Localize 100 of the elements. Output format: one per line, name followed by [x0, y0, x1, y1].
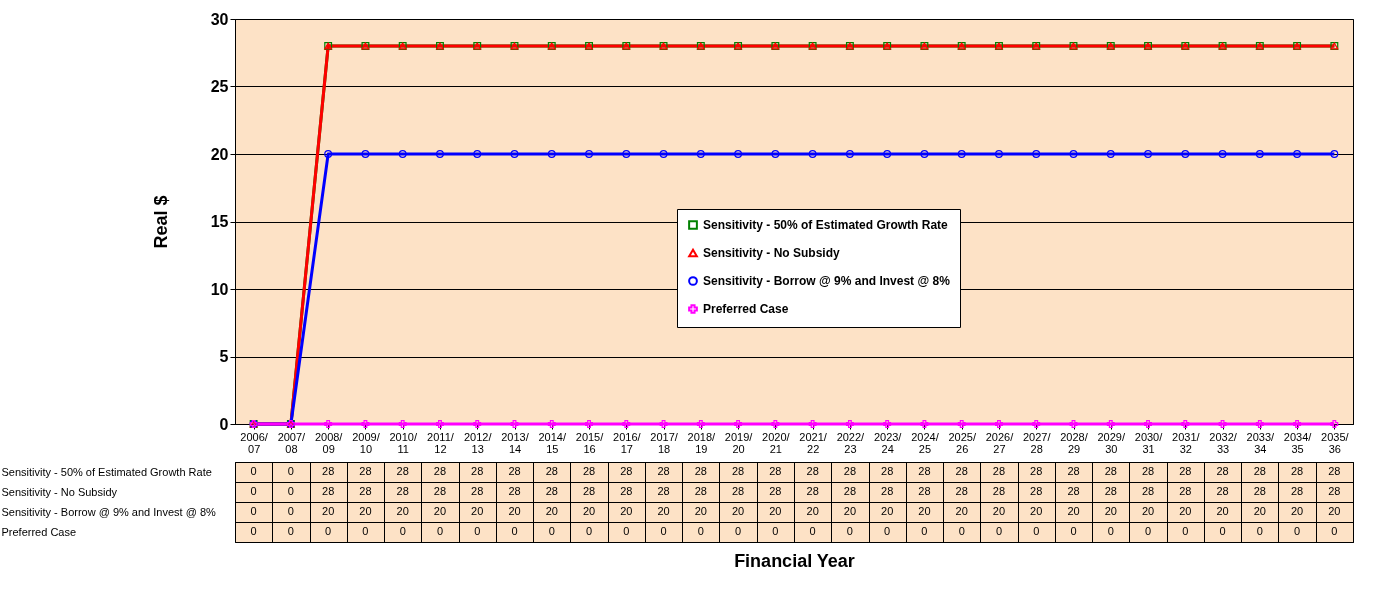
- x-tick-label: 2018/19: [687, 430, 717, 455]
- x-tick-label: 2029/30: [1097, 430, 1126, 455]
- data-label: 28: [992, 485, 1006, 497]
- data-label: 28: [1141, 465, 1155, 477]
- x-tick-label: 2023/24: [873, 430, 903, 455]
- data-label: 0: [1256, 525, 1263, 537]
- x-tick-label: 2025/26: [948, 430, 977, 455]
- data-label: 0: [250, 525, 257, 537]
- data-label: 20: [955, 505, 968, 517]
- text: Sensitivity - 50% of Estimated Growth Rate: [1, 465, 212, 478]
- data-label: 28: [1030, 485, 1043, 497]
- y-tick-label: 15: [210, 213, 229, 230]
- data-label: 28: [1290, 485, 1304, 497]
- data-label: 28: [471, 465, 484, 477]
- x-tick-label: 2031/32: [1172, 430, 1201, 455]
- data-label: 28: [508, 485, 521, 497]
- data-label: 28: [731, 485, 745, 497]
- data-label: 20: [769, 505, 782, 517]
- data-label: 0: [1107, 525, 1114, 537]
- x-tick-label: 2013/14: [501, 430, 530, 455]
- data-label: 28: [322, 485, 335, 497]
- data-label: 20: [881, 505, 894, 517]
- data-label: 28: [1067, 485, 1080, 497]
- data-label: 20: [1253, 505, 1266, 517]
- data-label: 0: [735, 525, 742, 537]
- legend-label: Sensitivity - No Subsidy: [703, 246, 841, 260]
- data-label: 28: [433, 465, 447, 477]
- data-label: 20: [992, 505, 1006, 517]
- data-label: 28: [545, 485, 558, 497]
- data-label: 20: [1030, 505, 1043, 517]
- data-label: 28: [769, 485, 782, 497]
- legend-label: Sensitivity - Borrow @ 9% and Invest @ 8%: [703, 274, 951, 288]
- x-tick-label: 2011/12: [427, 430, 455, 455]
- data-label: 0: [958, 525, 965, 537]
- data-label: 0: [325, 525, 332, 537]
- data-label: 28: [955, 485, 968, 497]
- data-label: 28: [620, 465, 633, 477]
- data-label: 28: [471, 485, 484, 497]
- data-label: 0: [250, 485, 257, 497]
- data-label: 0: [287, 505, 294, 517]
- data-label: 20: [396, 505, 409, 517]
- data-label: 0: [511, 525, 518, 537]
- x-tick-label: 2022/23: [836, 430, 866, 455]
- data-label: 20: [806, 505, 819, 517]
- data-label: 20: [731, 505, 745, 517]
- data-label: 20: [545, 505, 558, 517]
- data-label: 0: [474, 525, 481, 537]
- x-tick-label: 2010/11: [389, 430, 418, 455]
- data-label: 28: [1067, 465, 1080, 477]
- x-tick-label: 2021/22: [799, 430, 828, 455]
- x-tick-label: 2007/08: [277, 430, 307, 455]
- data-label: 0: [250, 465, 257, 477]
- data-label: 28: [769, 465, 782, 477]
- data-label: 20: [1067, 505, 1080, 517]
- data-label: 0: [1331, 525, 1338, 537]
- x-tick-label: 2034/35: [1283, 430, 1313, 455]
- data-label: 28: [396, 465, 409, 477]
- text: Preferred Case: [1, 525, 77, 538]
- data-label: 0: [660, 525, 667, 537]
- data-label: 28: [1030, 465, 1043, 477]
- data-label: 20: [471, 505, 484, 517]
- data-label: 0: [1294, 525, 1301, 537]
- data-label: 0: [287, 485, 294, 497]
- data-label: 28: [508, 465, 521, 477]
- data-label: 0: [809, 525, 816, 537]
- x-tick-label: 2008/09: [314, 430, 344, 455]
- data-label: 28: [1179, 485, 1192, 497]
- data-label: 28: [359, 465, 372, 477]
- data-label: 20: [1179, 505, 1192, 517]
- data-label: 0: [846, 525, 853, 537]
- data-label: 28: [1290, 465, 1304, 477]
- x-tick-label: 2020/21: [762, 430, 791, 455]
- x-tick-label: 2032/33: [1209, 430, 1238, 455]
- data-label: 28: [582, 465, 596, 477]
- data-label: 28: [433, 485, 447, 497]
- legend-label: Sensitivity - 50% of Estimated Growth Rate: [703, 218, 949, 232]
- data-label: 28: [955, 465, 968, 477]
- data-label: 0: [436, 525, 444, 537]
- data-label: 20: [508, 505, 521, 517]
- data-label: 28: [1104, 465, 1117, 477]
- data-label: 20: [1290, 505, 1304, 517]
- data-label: 20: [694, 505, 707, 517]
- data-label: 28: [359, 485, 372, 497]
- y-tick-label: 20: [210, 145, 229, 163]
- data-label: 0: [548, 525, 555, 537]
- x-tick-label: 2015/16: [575, 430, 605, 455]
- x-tick-label: 2017/18: [650, 430, 679, 455]
- data-label: 28: [843, 465, 857, 477]
- x-tick-label: 2027/28: [1022, 430, 1052, 455]
- y-tick-label: 5: [219, 348, 229, 365]
- data-label: 28: [881, 485, 894, 497]
- data-label: 28: [918, 465, 931, 477]
- x-tick-label: 2024/25: [911, 430, 940, 455]
- text: Sensitivity - No Subsidy: [1, 485, 118, 498]
- data-label: 0: [1182, 525, 1189, 537]
- y-axis-title: Real $: [150, 195, 171, 249]
- data-label: 0: [697, 525, 704, 537]
- data-label: 20: [1216, 505, 1229, 517]
- x-tick-label: 2035/36: [1321, 430, 1350, 455]
- y-tick-label: 10: [210, 280, 229, 298]
